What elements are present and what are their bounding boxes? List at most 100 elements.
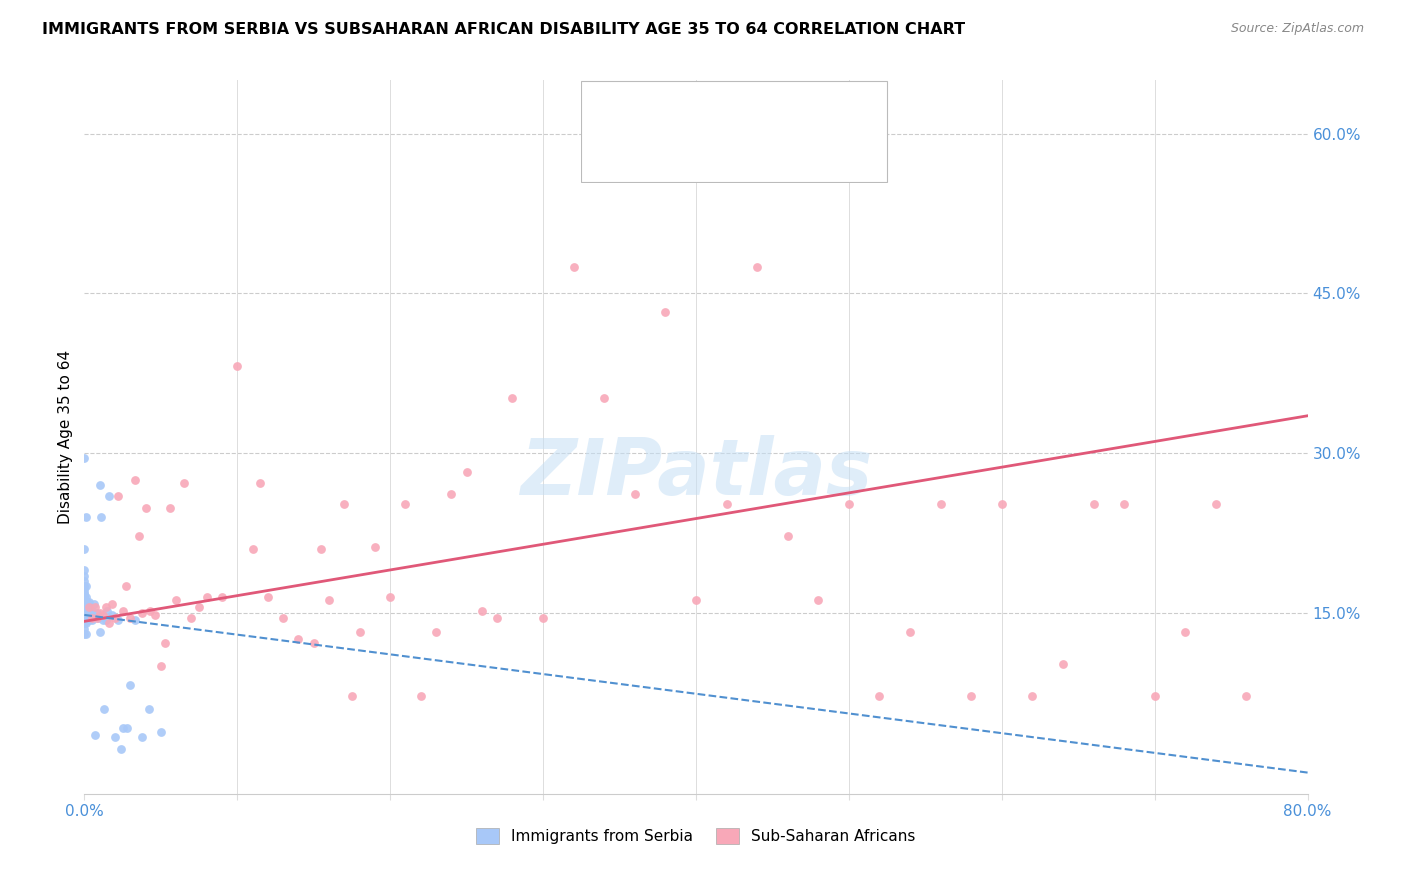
Point <box>84 600 107 615</box>
Point <box>73 604 96 618</box>
Point <box>101 597 124 611</box>
Point <box>138 701 160 715</box>
Point <box>195 590 218 604</box>
Point <box>111 721 134 735</box>
Point <box>149 659 172 673</box>
Point <box>73 582 96 597</box>
Point <box>73 606 96 620</box>
Point <box>1114 497 1136 511</box>
Point <box>471 604 494 618</box>
Point <box>86 606 108 620</box>
Point <box>90 510 112 524</box>
Point <box>302 635 325 649</box>
Point <box>960 689 983 703</box>
Point <box>1143 689 1166 703</box>
Point <box>73 579 96 593</box>
Point <box>807 593 830 607</box>
Point <box>79 600 101 615</box>
Text: ZIPatlas: ZIPatlas <box>520 434 872 511</box>
Point <box>456 465 478 479</box>
Point <box>80 611 103 625</box>
Point <box>562 260 585 274</box>
Point <box>77 600 100 615</box>
Point <box>77 613 100 627</box>
Point <box>340 689 363 703</box>
Point <box>76 613 98 627</box>
Point <box>991 497 1014 511</box>
Point <box>149 725 172 739</box>
Point <box>91 613 114 627</box>
Point <box>318 593 340 607</box>
Point <box>593 391 616 405</box>
Text: Source: ZipAtlas.com: Source: ZipAtlas.com <box>1230 22 1364 36</box>
Point <box>394 497 416 511</box>
Point <box>73 622 96 636</box>
Point <box>135 501 157 516</box>
Point <box>409 689 432 703</box>
Point <box>349 625 371 640</box>
Y-axis label: Disability Age 35 to 64: Disability Age 35 to 64 <box>58 350 73 524</box>
FancyBboxPatch shape <box>581 81 887 182</box>
Point <box>425 625 447 640</box>
Point <box>173 475 195 490</box>
Text: R =   0.425   N = 75: R = 0.425 N = 75 <box>637 149 820 164</box>
Point <box>75 579 97 593</box>
Point <box>838 497 860 511</box>
Point <box>73 593 96 607</box>
Point <box>73 588 96 602</box>
Point <box>1052 657 1074 671</box>
Point <box>73 584 96 599</box>
Bar <box>593 140 624 173</box>
Legend: Immigrants from Serbia, Sub-Saharan Africans: Immigrants from Serbia, Sub-Saharan Afri… <box>470 822 922 850</box>
Point <box>91 607 114 622</box>
Point <box>73 587 96 601</box>
Point <box>89 625 111 640</box>
Point <box>73 541 96 556</box>
Point <box>73 568 96 582</box>
Point <box>83 597 105 611</box>
Point <box>128 529 150 543</box>
Point <box>440 486 463 500</box>
Point <box>75 604 97 618</box>
Point <box>75 510 97 524</box>
Point <box>502 391 524 405</box>
Point <box>165 593 187 607</box>
Point <box>89 606 111 620</box>
Point <box>73 615 96 629</box>
Point <box>110 742 132 756</box>
Point <box>75 616 97 631</box>
Point <box>96 604 118 618</box>
Point <box>73 599 96 614</box>
Point <box>97 489 120 503</box>
Point <box>120 678 142 692</box>
Point <box>73 599 96 613</box>
Point <box>73 601 96 615</box>
Point <box>79 611 101 625</box>
Point <box>73 613 96 627</box>
Point <box>486 611 509 625</box>
Point <box>73 616 96 631</box>
Point <box>80 613 103 627</box>
Point <box>77 595 100 609</box>
Point <box>1021 689 1043 703</box>
Point <box>76 595 98 609</box>
Point <box>1205 497 1227 511</box>
Point <box>73 627 96 641</box>
Point <box>107 489 129 503</box>
Point <box>155 635 177 649</box>
Point <box>124 613 146 627</box>
Point <box>73 602 96 616</box>
Point <box>73 600 96 615</box>
Text: IMMIGRANTS FROM SERBIA VS SUBSAHARAN AFRICAN DISABILITY AGE 35 TO 64 CORRELATION: IMMIGRANTS FROM SERBIA VS SUBSAHARAN AFR… <box>42 22 966 37</box>
Point <box>226 359 249 373</box>
Point <box>73 600 96 615</box>
Point <box>747 260 769 274</box>
Point <box>111 604 134 618</box>
Point <box>75 607 97 622</box>
Point <box>929 497 952 511</box>
Point <box>159 501 181 516</box>
Point <box>531 611 554 625</box>
Point <box>685 593 707 607</box>
Point <box>114 579 136 593</box>
Point <box>93 701 115 715</box>
